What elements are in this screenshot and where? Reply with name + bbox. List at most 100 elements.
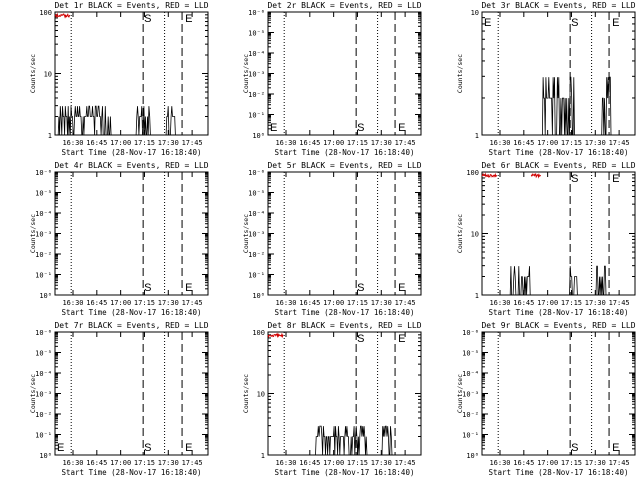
x-tick-label: 16:30 [275,459,296,467]
x-tick-label: 17:15 [347,299,368,307]
x-axis-label: Start Time (28-Nov-17 16:18:40) [62,308,202,317]
x-tick-label: 16:45 [513,459,534,467]
x-tick-label: 17:45 [609,299,630,307]
x-tick-label: 16:45 [86,139,107,147]
end-marker-label: E [612,173,619,185]
x-tick-label: 17:00 [110,139,131,147]
y-tick-label: 10⁻⁴ [248,50,265,58]
plot-frame [481,171,636,296]
y-tick-label: 10 [257,391,265,399]
y-tick-label: 10⁰ [252,132,265,140]
start-marker-label: S [571,442,578,454]
end-marker-label: E [185,442,192,454]
lld-trace [481,172,542,179]
lld-trace [267,332,284,339]
x-tick-label: 17:15 [134,139,155,147]
end-marker-label: E [185,13,192,25]
plot-frame [481,331,636,456]
y-tick-label: 10⁻⁵ [35,350,52,358]
x-tick-label: 17:45 [395,139,416,147]
y-tick-label: 10⁻² [248,251,265,259]
y-tick-label: 10⁻² [248,91,265,99]
start-marker-label: S [144,13,151,25]
x-tick-label: 16:45 [513,299,534,307]
x-axis-label: Start Time (28-Nov-17 16:18:40) [62,148,202,157]
x-tick-label: 16:45 [299,139,320,147]
y-tick-label: 100 [252,329,265,337]
panel-8: Det 8r BLACK = Events, RED = LLD Counts/s… [242,321,422,477]
y-tick-label: 10⁻³ [35,231,52,239]
y-tick-label: 10⁻⁶ [462,329,479,337]
y-tick-label: 1 [475,132,479,140]
y-axis-label: Counts/sec [29,214,37,253]
y-tick-label: 10⁻⁶ [248,9,265,17]
panel-4: Det 4r BLACK = Events, RED = LLD Counts/s… [29,161,209,317]
x-tick-label: 17:45 [182,139,203,147]
panel-title: Det 2r BLACK = Events, RED = LLD [267,1,421,10]
panel-6: Det 6r BLACK = Events, RED = LLD Counts/s… [456,161,636,317]
panel-9: Det 9r BLACK = Events, RED = LLD Counts/s… [456,321,636,477]
y-tick-label: 10⁻² [35,251,52,259]
panel-5: Det 5r BLACK = Events, RED = LLD Counts/s… [242,161,422,317]
x-tick-label: 16:30 [62,139,83,147]
panel-title: Det 9r BLACK = Events, RED = LLD [481,321,635,330]
x-axis-label: Start Time (28-Nov-17 16:18:40) [489,148,629,157]
y-tick-label: 10⁰ [466,452,479,460]
y-tick-label: 10⁻⁶ [248,169,265,177]
start-marker-label: S [571,17,578,29]
x-tick-label: 17:45 [609,459,630,467]
y-tick-label: 10⁻¹ [35,272,52,280]
x-tick-label: 16:30 [62,459,83,467]
panel-title: Det 1r BLACK = Events, RED = LLD [54,1,208,10]
y-axis-label: Counts/sec [242,54,250,93]
x-tick-label: 16:45 [299,299,320,307]
y-tick-label: 10⁻² [462,411,479,419]
x-tick-label: 16:30 [62,299,83,307]
y-tick-label: 10⁻³ [462,391,479,399]
y-tick-label: 10⁻⁵ [35,190,52,198]
x-tick-label: 17:15 [134,459,155,467]
x-tick-label: 17:00 [110,459,131,467]
y-tick-label: 10⁻³ [248,231,265,239]
y-tick-label: 10⁻⁶ [35,329,52,337]
x-tick-label: 16:30 [275,139,296,147]
x-tick-label: 17:45 [395,299,416,307]
y-tick-label: 10⁻⁵ [462,350,479,358]
events-trace [55,105,202,136]
y-tick-label: 10⁻¹ [248,112,265,120]
y-tick-label: 100 [39,9,52,17]
y-axis-label: Counts/sec [242,214,250,253]
panel-title: Det 6r BLACK = Events, RED = LLD [481,161,635,170]
events-trace [482,76,629,136]
y-axis-label: Counts/sec [29,54,37,93]
x-tick-label: 16:45 [86,459,107,467]
plot-frame [267,11,422,136]
panel-1: Det 1r BLACK = Events, RED = LLD Counts/s… [29,1,209,157]
y-tick-label: 10⁻¹ [462,432,479,440]
y-tick-label: 10⁰ [39,452,52,460]
x-tick-label: 17:00 [323,299,344,307]
start-marker-label: S [144,442,151,454]
y-tick-label: 10⁻⁶ [35,169,52,177]
x-tick-label: 17:30 [158,299,179,307]
x-tick-label: 17:00 [537,139,558,147]
y-axis-label: Counts/sec [456,54,464,93]
y-tick-label: 10⁻⁴ [35,370,52,378]
y-tick-label: 10⁻³ [35,391,52,399]
left-end-marker-label: E [484,17,491,29]
x-tick-label: 17:30 [371,299,392,307]
x-axis-label: Start Time (28-Nov-17 16:18:40) [275,468,415,477]
x-tick-label: 17:30 [585,459,606,467]
panel-3: Det 3r BLACK = Events, RED = LLD Counts/s… [456,1,636,157]
x-tick-label: 17:15 [561,299,582,307]
y-tick-label: 1 [475,292,479,300]
y-axis-label: Counts/sec [242,374,250,413]
y-tick-label: 10 [471,231,479,239]
x-tick-label: 16:30 [489,299,510,307]
end-marker-label: E [398,333,405,345]
y-tick-label: 10 [471,9,479,17]
start-marker-label: S [144,282,151,294]
start-marker-label: S [357,333,364,345]
y-tick-label: 10⁻² [35,411,52,419]
